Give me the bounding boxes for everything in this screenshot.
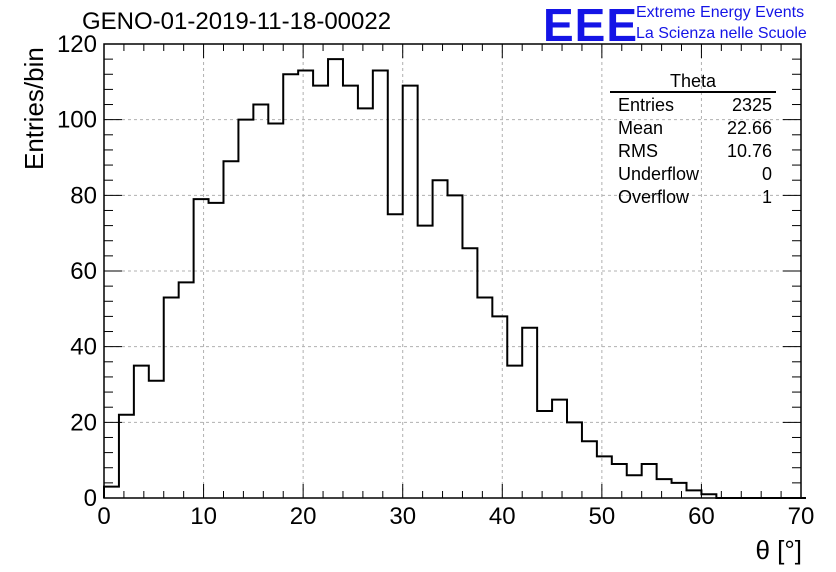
histogram-bin — [223, 161, 238, 498]
stats-label: RMS — [618, 141, 658, 161]
histogram-bin — [328, 59, 343, 498]
x-tick-labels: 0 10 20 30 40 50 60 70 — [97, 503, 814, 530]
logo-line-2: La Scienza nelle Scuole — [636, 25, 807, 42]
histogram-bin — [313, 86, 328, 498]
histogram-bin — [462, 248, 477, 498]
y-tick-label: 60 — [70, 258, 97, 285]
stats-title: Theta — [669, 71, 717, 91]
histogram-bin — [238, 120, 253, 498]
histogram-bin — [268, 123, 283, 498]
x-tick-label: 30 — [389, 503, 416, 530]
histogram-bin — [552, 400, 567, 498]
chart-title: GENO-01-2019-11-18-00022 — [82, 8, 392, 35]
histogram-bin — [358, 108, 373, 498]
stats-row-underflow: Underflow 0 — [610, 163, 776, 186]
histogram-bin — [686, 490, 701, 498]
histogram-bin — [104, 487, 119, 498]
histogram-bin — [657, 479, 672, 498]
y-tick-label: 20 — [70, 409, 97, 436]
histogram-bin — [388, 214, 403, 498]
x-tick-label: 60 — [688, 503, 715, 530]
histogram-bin — [672, 483, 687, 498]
histogram-bin — [149, 381, 164, 498]
x-tick-label: 40 — [489, 503, 516, 530]
y-tick-label: 80 — [70, 182, 97, 209]
histogram-bin — [343, 86, 358, 498]
histogram-bin — [627, 475, 642, 498]
histogram-bin — [492, 316, 507, 498]
plot-frame — [103, 43, 802, 499]
histogram-bin — [403, 86, 418, 498]
y-tick-label: 100 — [57, 107, 97, 134]
histogram-bin — [373, 70, 388, 498]
histogram-outline — [103, 58, 806, 499]
stats-row-entries: Entries 2325 — [610, 94, 776, 117]
stats-label: Entries — [618, 95, 675, 115]
stats-value: 2325 — [731, 95, 772, 115]
histogram-bin — [134, 366, 149, 498]
histogram-bin — [612, 464, 627, 498]
histogram-bin — [298, 70, 313, 498]
logo-line-1: Extreme Energy Events — [636, 4, 805, 21]
eee-logo: EEE — [543, 0, 639, 51]
stats-label: Mean — [618, 118, 664, 138]
y-tick-label: 120 — [57, 31, 97, 58]
stats-value: 10.76 — [726, 141, 772, 161]
y-tick-label: 0 — [84, 485, 97, 512]
histogram-bin — [164, 297, 179, 498]
histogram-bin — [597, 456, 612, 498]
y-axis-label: Entries/bin — [19, 47, 49, 170]
stats-divider — [610, 91, 776, 93]
histogram-bin — [194, 199, 209, 498]
histogram-bin — [418, 226, 433, 498]
x-tick-label: 0 — [97, 503, 110, 530]
histogram-bin — [537, 411, 552, 498]
stats-label: Overflow — [618, 187, 690, 207]
histogram-bin — [253, 105, 268, 498]
y-tick-labels: 0 20 40 60 80 100 120 — [57, 31, 97, 512]
histogram-bin — [209, 203, 224, 498]
x-tick-label: 20 — [290, 503, 317, 530]
stats-value: 22.66 — [726, 118, 772, 138]
histogram-bin — [642, 464, 657, 498]
stats-row-overflow: Overflow 1 — [610, 186, 776, 209]
x-tick-label: 10 — [190, 503, 217, 530]
stats-row-rms: RMS 10.76 — [610, 140, 776, 163]
histogram-bin — [507, 366, 522, 498]
x-axis-label: θ [°] — [755, 535, 802, 565]
stats-row-mean: Mean 22.66 — [610, 117, 776, 140]
histogram-bin — [582, 441, 597, 498]
y-tick-label: 40 — [70, 334, 97, 361]
histogram-bin — [522, 328, 537, 498]
stats-box: Theta Entries 2325 Mean 22.66 RMS 10.76 … — [610, 72, 776, 209]
x-tick-label: 50 — [589, 503, 616, 530]
stats-value: 0 — [761, 164, 772, 184]
histogram-bin — [433, 180, 448, 498]
histogram-bin — [179, 282, 194, 498]
histogram-bin — [283, 74, 298, 498]
x-tick-label: 70 — [788, 503, 815, 530]
stats-value: 1 — [761, 187, 772, 207]
histogram-bin — [567, 422, 582, 498]
histogram-bin — [119, 415, 134, 498]
histogram-bin — [477, 297, 492, 498]
stats-label: Underflow — [618, 164, 700, 184]
